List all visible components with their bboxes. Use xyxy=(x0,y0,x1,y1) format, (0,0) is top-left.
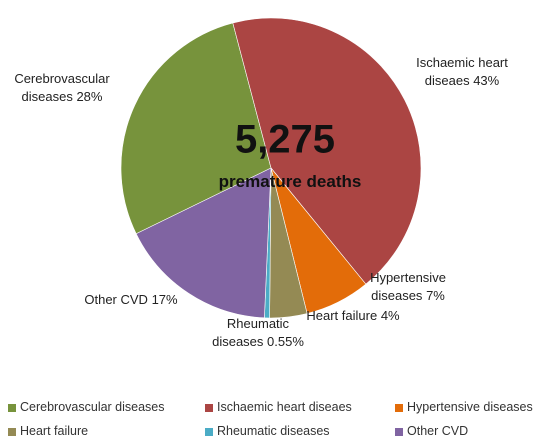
center-title: 5,275 xyxy=(234,117,336,162)
data-label-name: Rheumatic diseases xyxy=(212,316,290,349)
data-label-value: 28% xyxy=(76,89,103,104)
legend-item: Other CVD xyxy=(395,424,468,438)
data-label: Heart failure 4% xyxy=(278,307,428,325)
legend-swatch xyxy=(395,427,403,436)
legend-swatch xyxy=(205,427,213,436)
legend-label: Heart failure xyxy=(20,424,89,438)
data-label: Other CVD 17% xyxy=(56,291,206,309)
pie-slice xyxy=(135,167,272,319)
data-label-name: Other CVD xyxy=(84,292,148,307)
legend-swatch xyxy=(205,403,213,412)
legend-label: Rheumatic diseases xyxy=(217,424,330,438)
data-label-value: 7% xyxy=(426,288,445,303)
legend-item: Cerebrovascular diseases xyxy=(8,400,165,414)
legend-swatch xyxy=(395,403,403,412)
legend-item: Ischaemic heart diseaes xyxy=(205,400,352,414)
pie-slice xyxy=(120,22,272,235)
legend-item: Heart failure xyxy=(8,424,88,438)
legend-swatch xyxy=(8,427,16,436)
data-label-name: Hypertensive diseases xyxy=(370,270,446,303)
data-label: Ischaemic heart diseaes 43% xyxy=(406,54,518,90)
legend-item: Hypertensive diseases xyxy=(395,400,533,414)
center-subtitle: premature deaths xyxy=(218,172,362,191)
legend-swatch xyxy=(8,403,16,412)
data-label: Hypertensive diseases 7% xyxy=(358,269,458,305)
data-label-value: 0.55% xyxy=(267,334,304,349)
legend-label: Ischaemic heart diseaes xyxy=(217,400,352,414)
data-label: Cerebrovascular diseases 28% xyxy=(7,70,117,106)
data-label: Rheumatic diseases 0.55% xyxy=(206,315,310,351)
data-label-value: 4% xyxy=(380,308,400,323)
pie-slice xyxy=(232,17,422,285)
data-label-value: 43% xyxy=(473,73,500,88)
data-label-value: 17% xyxy=(151,292,178,307)
legend-label: Cerebrovascular diseases xyxy=(20,400,165,414)
data-label-name: Ischaemic heart diseaes xyxy=(416,55,508,88)
legend-label: Hypertensive diseases xyxy=(407,400,533,414)
legend-label: Other CVD xyxy=(407,424,469,438)
legend-item: Rheumatic diseases xyxy=(205,424,330,438)
data-label-name: Cerebrovascular diseases xyxy=(14,71,110,104)
data-label-name: Heart failure xyxy=(306,308,378,323)
